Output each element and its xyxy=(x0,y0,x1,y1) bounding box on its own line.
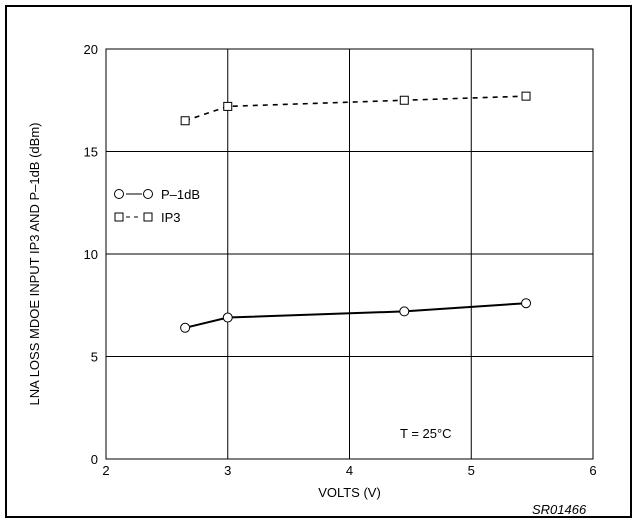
y-tick-label-1: 5 xyxy=(91,350,98,365)
data-point-p1db-1 xyxy=(222,312,233,323)
x-tick-label-0: 2 xyxy=(102,463,109,478)
x-tick-label-3: 5 xyxy=(468,463,475,478)
series-layer xyxy=(180,91,532,333)
plot-area-border xyxy=(105,48,594,460)
series-line-ip3 xyxy=(184,95,527,122)
grid xyxy=(105,48,594,460)
data-point-ip3-1 xyxy=(223,101,233,111)
series-p1db xyxy=(180,298,532,333)
figure-code: SR01466 xyxy=(532,502,587,517)
legend-marker-end-ip3 xyxy=(143,212,153,222)
x-tick-label-2: 4 xyxy=(346,463,353,478)
y-tick-label-0: 0 xyxy=(91,452,98,467)
tick-labels: 2 3 4 5 6 0 5 10 15 20 xyxy=(84,42,597,478)
legend-marker-start-p1db xyxy=(114,189,124,199)
y-tick-label-2: 10 xyxy=(84,247,98,262)
x-tick-label-1: 3 xyxy=(224,463,231,478)
y-axis-label: LNA LOSS MDOE INPUT IP3 AND P–1dB (dBm) xyxy=(27,123,42,406)
data-point-p1db-2 xyxy=(399,306,410,317)
x-axis-label: VOLTS (V) xyxy=(318,485,381,500)
legend-entry-p1db: P–1dB xyxy=(114,187,200,202)
y-tick-label-3: 15 xyxy=(84,145,98,160)
data-point-ip3-3 xyxy=(521,91,531,101)
data-point-ip3-0 xyxy=(180,116,190,126)
data-point-p1db-0 xyxy=(180,322,191,333)
chart-frame xyxy=(5,5,632,518)
series-line-p1db xyxy=(184,302,527,329)
temperature-annotation: T = 25°C xyxy=(400,426,452,441)
legend-marker-end-p1db xyxy=(143,189,153,199)
data-point-ip3-2 xyxy=(399,95,409,105)
data-point-p1db-3 xyxy=(521,298,532,309)
legend-label-ip3: IP3 xyxy=(161,210,181,225)
x-tick-label-4: 6 xyxy=(589,463,596,478)
legend-entry-ip3: IP3 xyxy=(114,210,181,225)
series-ip3 xyxy=(180,91,531,126)
legend-label-p1db: P–1dB xyxy=(161,187,200,202)
legend: P–1dB IP3 xyxy=(114,187,200,225)
y-tick-label-4: 20 xyxy=(84,42,98,57)
legend-marker-start-ip3 xyxy=(114,212,124,222)
